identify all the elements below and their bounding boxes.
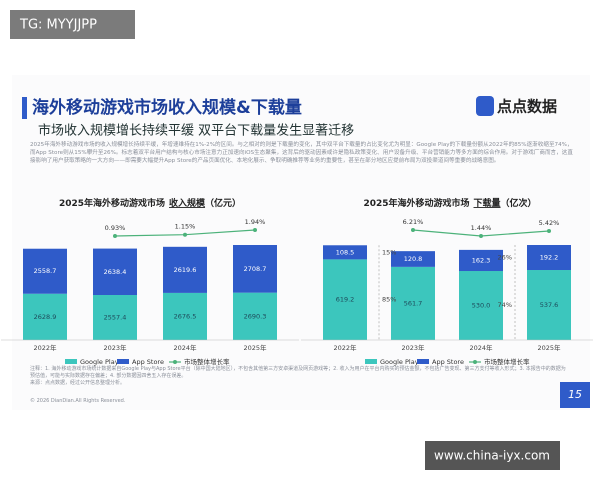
share-label: 85% — [382, 296, 396, 304]
data-label: 2638.4 — [104, 268, 127, 276]
data-label: 162.3 — [472, 256, 491, 264]
chart-title: 2025年海外移动游戏市场 下载量（亿次） — [363, 197, 536, 209]
chart-title-emphasis: 下载量 — [474, 197, 501, 209]
share-label: 26% — [498, 254, 512, 262]
legend-swatch — [365, 359, 377, 364]
logo-icon — [476, 96, 494, 116]
data-label: 120.8 — [404, 255, 423, 263]
data-label: 530.0 — [472, 302, 491, 310]
page-box — [560, 382, 590, 408]
bar — [391, 251, 435, 267]
legend-label: Google Play — [380, 358, 419, 366]
data-label: 2690.3 — [244, 312, 267, 320]
data-label: 561.7 — [404, 299, 423, 307]
bar — [93, 295, 137, 340]
share-label: 15% — [382, 248, 396, 256]
chart-title: 2025年海外移动游戏市场 收入规模（亿元） — [59, 197, 241, 209]
legend-label: App Store — [432, 358, 464, 366]
slide — [12, 75, 590, 410]
watermark: TG: MYYJJPP — [19, 18, 97, 33]
growth-label: 5.42% — [539, 219, 560, 227]
growth-label: 0.93% — [105, 224, 126, 232]
body-text: 2025年海外移动游戏市场的收入规模增长持续平缓，年增速维持在1%-2%的区间。… — [30, 142, 573, 164]
growth-label: 1.44% — [471, 224, 492, 232]
bar — [163, 292, 207, 340]
x-tick-label: 2023年 — [401, 343, 425, 352]
legend-swatch — [417, 359, 429, 364]
bar — [93, 248, 137, 296]
growth-point — [547, 228, 551, 233]
notes: 注释：1. 海外移动游戏市场统计数据来自Google Play与App Stor… — [30, 366, 566, 386]
title-accent — [22, 97, 27, 119]
slide-subtitle: 市场收入规模增长持续平缓 双平台下载量发生显著迁移 — [38, 123, 354, 139]
chart-unit: （亿次） — [501, 197, 537, 209]
bar — [459, 271, 503, 340]
data-label: 537.6 — [540, 301, 559, 309]
growth-label: 1.15% — [175, 223, 196, 231]
x-tick-label: 2024年 — [173, 343, 197, 352]
legend-label: Google Play — [80, 358, 119, 366]
bar — [233, 292, 277, 340]
legend-swatch — [117, 359, 129, 364]
x-tick-label: 2025年 — [243, 343, 267, 352]
slide-title: 海外移动游戏市场收入规模&下载量 — [32, 97, 302, 118]
bar — [233, 245, 277, 293]
data-label: 2708.7 — [244, 265, 267, 273]
data-label: 2557.4 — [104, 314, 127, 322]
bar — [323, 245, 367, 260]
data-label: 2676.5 — [174, 312, 197, 320]
data-label: 2628.9 — [34, 313, 57, 321]
copyright: © 2026 DianDian.All Rights Reserved. — [30, 398, 126, 404]
growth-point — [411, 228, 415, 232]
data-label: 2558.7 — [34, 267, 57, 275]
chart-unit: （亿元） — [205, 197, 241, 209]
bar — [23, 293, 67, 340]
x-tick-label: 2022年 — [33, 343, 57, 352]
legend-marker — [173, 360, 177, 364]
growth-point — [253, 228, 257, 232]
x-tick-label: 2023年 — [103, 343, 127, 352]
x-tick-label: 2022年 — [333, 343, 357, 352]
bar — [163, 246, 207, 293]
legend-label: 市场整体增长率 — [484, 357, 530, 366]
data-label: 2619.6 — [174, 266, 197, 274]
chart-title-main: 2025年海外移动游戏市场 — [363, 197, 469, 209]
legend-label: 市场整体增长率 — [184, 357, 230, 366]
legend-label: App Store — [132, 358, 164, 366]
x-tick-label: 2024年 — [469, 343, 493, 352]
growth-label: 6.21% — [403, 218, 424, 226]
growth-point — [113, 234, 117, 238]
data-label: 108.5 — [336, 248, 355, 256]
bar — [323, 259, 367, 340]
logo: 点点数据 — [497, 98, 557, 116]
data-label: 619.2 — [336, 296, 355, 304]
bar — [459, 249, 503, 272]
bar — [527, 270, 571, 340]
watermark-box — [10, 10, 135, 39]
data-label: 192.2 — [540, 254, 559, 262]
growth-point — [183, 232, 187, 237]
legend-marker — [473, 360, 477, 364]
chart-title-main: 2025年海外移动游戏市场 — [59, 197, 165, 209]
page-number: 15 — [568, 388, 582, 401]
watermark: www.china-iyx.com — [434, 449, 550, 463]
bar — [23, 248, 67, 294]
watermark-box — [425, 441, 560, 470]
growth-label: 1.94% — [245, 218, 266, 226]
share-label: 74% — [498, 301, 512, 309]
legend-swatch — [65, 359, 77, 364]
x-tick-label: 2025年 — [537, 343, 561, 352]
chart-title-emphasis: 收入规模 — [169, 197, 206, 209]
bar — [391, 266, 435, 340]
growth-point — [479, 234, 483, 238]
bar — [527, 245, 571, 271]
